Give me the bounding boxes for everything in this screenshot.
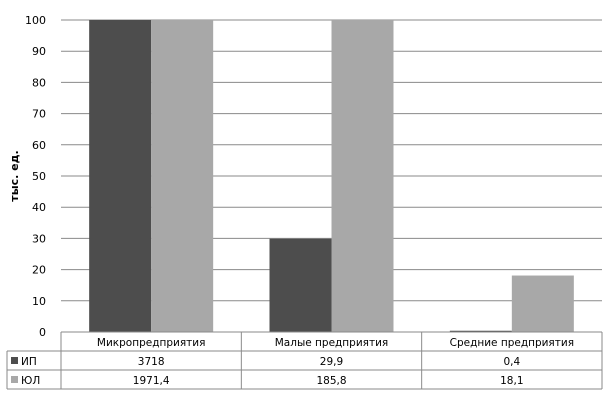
y-tick-label: 10 (32, 295, 46, 308)
y-tick-label: 60 (32, 139, 46, 152)
y-tick-label: 0 (39, 326, 46, 339)
bar (449, 330, 512, 332)
y-axis-label: тыс. ед. (8, 150, 21, 201)
legend-swatch (11, 357, 18, 364)
y-tick-label: 20 (32, 264, 46, 277)
y-tick-label: 30 (32, 232, 46, 245)
bar (331, 20, 394, 332)
data-label: 1971,4 (133, 375, 170, 387)
bar (151, 20, 214, 332)
y-tick-label: 100 (25, 14, 46, 27)
data-label: 0,4 (503, 356, 520, 368)
data-table: Микропредприятия Малые предприятия Средние… (6, 331, 603, 390)
y-tick-label: 80 (32, 76, 46, 89)
bar (269, 238, 332, 332)
bar (511, 275, 574, 332)
bar (89, 20, 152, 332)
legend-label: ЮЛ (21, 375, 40, 387)
category-label: Малые предприятия (275, 337, 388, 349)
data-label: 185,8 (316, 375, 346, 387)
category-label: Микропредприятия (97, 337, 206, 349)
data-label: 3718 (138, 356, 165, 368)
y-tick-label: 70 (32, 108, 46, 121)
bars (89, 20, 574, 332)
y-tick-label: 90 (32, 45, 46, 58)
legend-label: ИП (21, 356, 37, 368)
y-axis-ticks: 0 10 20 30 40 50 60 70 80 90 100 (25, 14, 46, 339)
legend-swatch (11, 376, 18, 383)
category-label: Средние предприятия (450, 337, 574, 349)
y-tick-label: 40 (32, 201, 46, 214)
y-tick-label: 50 (32, 170, 46, 183)
data-label: 29,9 (320, 356, 343, 368)
data-label: 18,1 (500, 375, 523, 387)
